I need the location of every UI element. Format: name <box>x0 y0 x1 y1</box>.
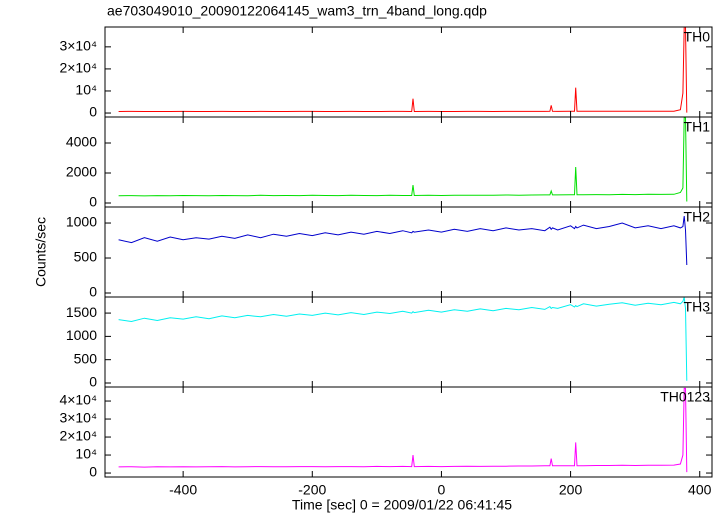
light-curve <box>118 387 688 473</box>
y-tick-label: 4×10⁴ <box>59 392 97 408</box>
y-tick-label: 4000 <box>66 134 97 150</box>
y-axis-label: Counts/sec <box>33 217 49 287</box>
panel-label: TH2 <box>684 209 711 225</box>
x-tick-label: 0 <box>438 482 446 498</box>
y-tick-label: 0 <box>89 374 97 390</box>
panel-frame <box>104 26 713 118</box>
y-tick-label: 10⁴ <box>75 446 97 462</box>
y-tick-label: 1000 <box>66 214 97 230</box>
panel-frame <box>104 206 713 298</box>
light-curve <box>118 27 688 113</box>
y-tick-label: 500 <box>74 350 98 366</box>
y-tick-label: 1500 <box>66 304 97 320</box>
light-curve <box>118 297 688 381</box>
y-tick-label: 0 <box>89 464 97 480</box>
panel-frame <box>104 296 713 388</box>
y-tick-label: 0 <box>89 194 97 210</box>
y-tick-label: 500 <box>74 249 98 265</box>
x-tick-label: 200 <box>559 482 583 498</box>
y-tick-label: 3×10⁴ <box>59 38 97 54</box>
panel-label: TH0123 <box>660 389 710 405</box>
y-tick-label: 3×10⁴ <box>59 410 97 426</box>
chart-title: ae703049010_20090122064145_wam3_trn_4ban… <box>107 3 487 19</box>
panel-label: TH3 <box>684 299 711 315</box>
light-curve <box>118 215 688 266</box>
y-tick-label: 2×10⁴ <box>59 428 97 444</box>
y-tick-label: 0 <box>89 284 97 300</box>
x-tick-label: 400 <box>688 482 712 498</box>
x-axis-label: Time [sec] 0 = 2009/01/22 06:41:45 <box>292 497 512 513</box>
panel-label: TH0 <box>684 29 711 45</box>
y-tick-label: 10⁴ <box>75 82 97 98</box>
panel-frame <box>104 116 713 208</box>
y-tick-label: 1000 <box>66 327 97 343</box>
y-tick-label: 2×10⁴ <box>59 60 97 76</box>
y-tick-label: 2000 <box>66 164 97 180</box>
panel-label: TH1 <box>684 119 711 135</box>
x-tick-label: -200 <box>298 482 326 498</box>
panel-frame <box>104 386 713 478</box>
y-tick-label: 0 <box>89 104 97 120</box>
light-curve <box>118 117 688 202</box>
x-tick-label: -400 <box>169 482 197 498</box>
